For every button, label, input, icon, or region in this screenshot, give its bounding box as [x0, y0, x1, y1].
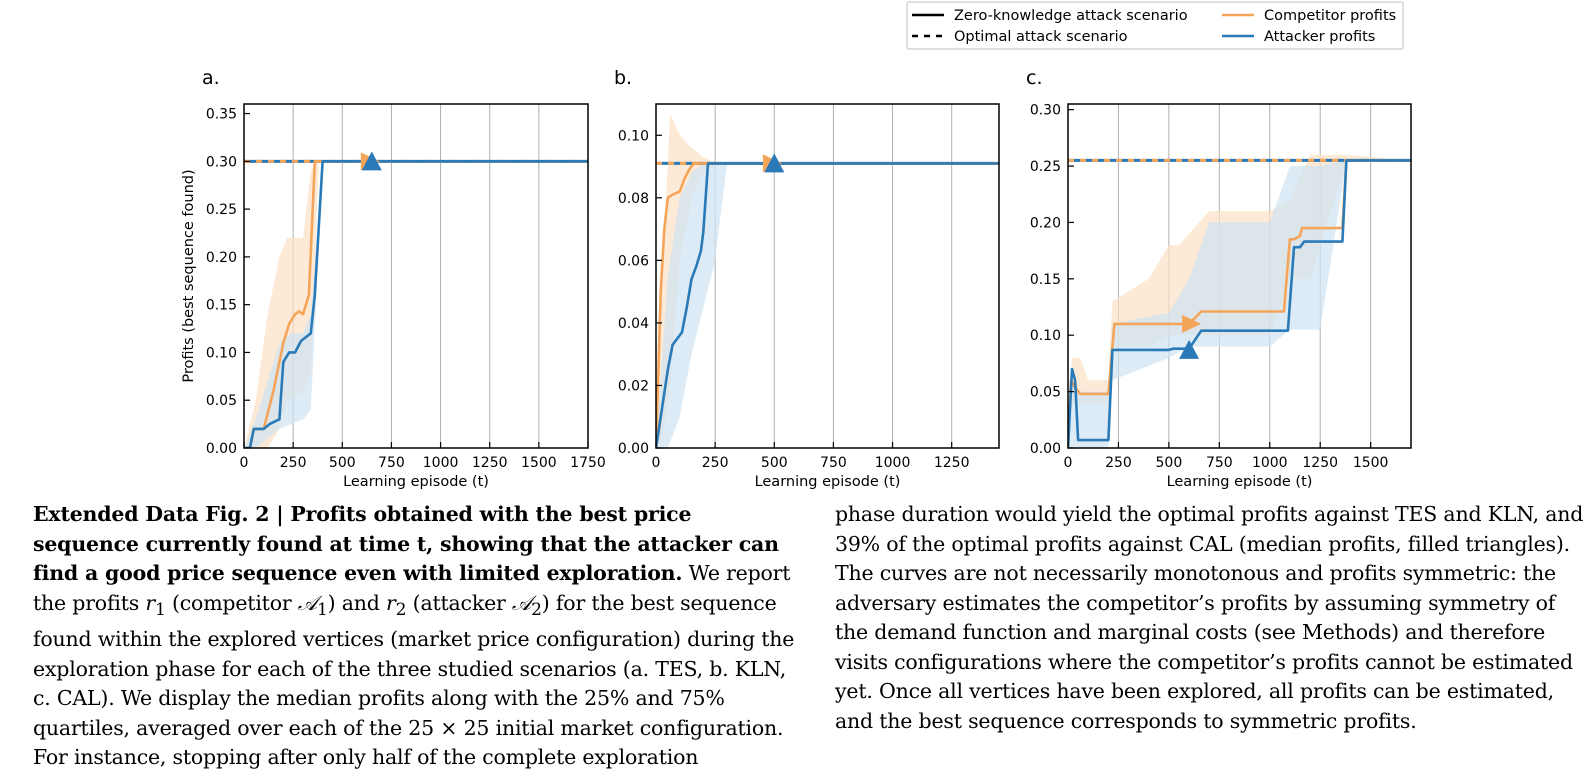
x-tick-label: 1000 — [423, 455, 459, 471]
y-tick-label: 0.05 — [206, 393, 237, 409]
y-axis-label: Profits (best sequence found) — [181, 169, 197, 382]
y-tick-label: 0.10 — [1030, 328, 1061, 344]
y-tick-label: 0.30 — [1030, 103, 1061, 119]
y-tick-label: 0.15 — [206, 298, 237, 314]
competitor-median-marker — [1182, 314, 1202, 333]
quartile-band — [656, 163, 999, 448]
attacker-line — [244, 160, 588, 448]
x-axis-label: Learning episode (t) — [755, 474, 901, 490]
legend-box — [906, 1, 1404, 50]
x-tick-label: 250 — [280, 455, 307, 471]
caption-subscript: 2 — [395, 599, 407, 620]
y-tick-label: 0.10 — [206, 345, 237, 361]
caption-text: (competitor — [165, 590, 298, 615]
caption-subscript: 1 — [154, 599, 166, 620]
y-tick-label: 0.25 — [206, 202, 237, 218]
figure: Zero-knowledge attack scenario Optimal at… — [181, 1, 1412, 490]
y-tick-label: 0.00 — [206, 441, 237, 457]
y-tick-label: 0.10 — [618, 128, 649, 144]
x-tick-label: 750 — [378, 455, 405, 471]
x-tick-label: 750 — [820, 455, 847, 471]
x-tick-label: 1250 — [934, 455, 970, 471]
x-tick-label: 500 — [1156, 455, 1183, 471]
x-tick-label: 500 — [329, 455, 356, 471]
y-tick-label: 0.20 — [1030, 215, 1061, 231]
x-tick-label: 0 — [1064, 455, 1073, 471]
caption-subscript: 2 — [531, 599, 542, 620]
competitor-line — [1068, 159, 1411, 448]
attacker-median-marker — [764, 153, 785, 173]
chart-panel: 0 250 500 750 1000 1250 0.00 0.02 0.04 0.06 0.08 0.… — [614, 67, 1000, 490]
plot-area — [656, 113, 999, 448]
caption-right: phase duration would yield the optimal p… — [835, 502, 1584, 733]
panel-label: b. — [614, 67, 632, 89]
plot-area — [1068, 154, 1411, 448]
x-tick-label: 1000 — [875, 455, 911, 471]
y-tick-label: 0.20 — [206, 250, 237, 266]
x-tick-label: 750 — [1206, 455, 1233, 471]
panel-label: c. — [1026, 67, 1043, 89]
x-tick-label: 0 — [240, 455, 249, 471]
x-tick-label: 250 — [1105, 455, 1132, 471]
y-tick-label: 0.35 — [206, 107, 237, 123]
caption-symbol-a1: 𝒜 — [297, 590, 317, 615]
y-tick-label: 0.02 — [618, 378, 649, 394]
quartile-band — [1068, 160, 1411, 448]
caption-text: We report the profits — [33, 561, 791, 615]
caption-symbol-r1: r — [145, 590, 155, 615]
attacker-median-marker — [361, 151, 382, 171]
caption-symbol-r2: r — [386, 590, 396, 615]
x-tick-label: 500 — [761, 455, 788, 471]
attacker-line — [656, 162, 999, 448]
y-tick-label: 0.15 — [1030, 272, 1061, 288]
quartile-band — [656, 113, 999, 448]
legend-label: Attacker profits — [1264, 29, 1375, 45]
chart-panel: 0 250 500 750 1000 1250 1500 1750 0.00 0.05 0.10 0.… — [181, 67, 606, 490]
caption-text: ) and — [327, 590, 387, 615]
legend: Zero-knowledge attack scenario Optimal at… — [906, 1, 1404, 50]
x-axis-label: Learning episode (t) — [343, 474, 489, 490]
y-tick-label: 0.30 — [206, 154, 237, 170]
y-tick-label: 0.05 — [1030, 385, 1061, 401]
axes-frame — [655, 103, 1000, 449]
x-tick-label: 250 — [702, 455, 729, 471]
caption-text: ) for the best sequence found within the… — [33, 590, 795, 770]
x-axis-label: Learning episode (t) — [1167, 474, 1313, 490]
x-tick-label: 0 — [652, 455, 661, 471]
chart-panel: 0 250 500 750 1000 1250 1500 0.00 0.05 0.10 0.15 0.… — [1026, 67, 1412, 490]
caption-subscript: 1 — [316, 599, 328, 620]
axes-frame — [243, 103, 589, 449]
y-tick-label: 0.06 — [618, 253, 649, 269]
x-tick-label: 1000 — [1252, 455, 1288, 471]
panel-label: a. — [202, 67, 220, 89]
x-tick-label: 1250 — [1302, 455, 1338, 471]
attacker-line — [1068, 159, 1411, 448]
y-tick-label: 0.00 — [1030, 441, 1061, 457]
caption-left: Extended Data Fig. 2 | Profits obtained … — [33, 500, 803, 773]
competitor-line — [656, 162, 999, 448]
legend-label: Zero-knowledge attack scenario — [954, 8, 1188, 24]
caption-symbol-a2: 𝒜 — [511, 590, 532, 615]
y-tick-label: 0.25 — [1030, 159, 1061, 175]
x-tick-label: 1250 — [472, 455, 508, 471]
y-tick-label: 0.08 — [618, 191, 649, 207]
axes-frame — [1067, 103, 1412, 449]
plot-area — [244, 159, 588, 448]
x-tick-label: 1500 — [521, 455, 557, 471]
legend-label: Competitor profits — [1264, 8, 1396, 24]
x-tick-label: 1500 — [1353, 455, 1389, 471]
y-tick-label: 0.04 — [618, 316, 649, 332]
chart-panels: 0 250 500 750 1000 1250 1500 1750 0.00 0.05 0.10 0.… — [181, 67, 1412, 490]
y-tick-label: 0.00 — [618, 441, 649, 457]
attacker-median-marker — [1179, 339, 1200, 359]
caption-title: Extended Data Fig. 2 | Profits obtained … — [33, 502, 779, 585]
legend-label: Optimal attack scenario — [954, 29, 1128, 45]
caption-text: (attacker — [406, 590, 512, 615]
x-tick-label: 1750 — [570, 455, 606, 471]
